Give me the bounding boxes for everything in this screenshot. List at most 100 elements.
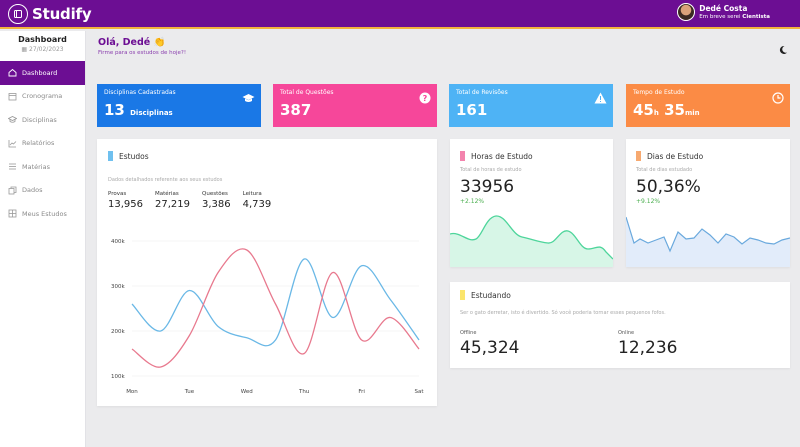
top-bar: Studify Dedé Costa Em breve serei Cienti…: [0, 0, 800, 29]
stat-minutes-unit: min: [684, 109, 700, 117]
sidebar-item-label: Matérias: [22, 162, 50, 171]
stat-number: 13: [104, 101, 125, 119]
horas-title: Horas de Estudo: [460, 151, 533, 161]
sidebar-item-label: Dados: [22, 186, 43, 195]
x-tick-label: Fri: [358, 389, 365, 395]
grid-icon: [8, 209, 17, 218]
metric-leitura: Leitura 4,739: [243, 191, 272, 210]
metric-label: Leitura: [242, 191, 262, 197]
graduation-cap-icon: [242, 89, 255, 108]
stat-card-questoes[interactable]: Total de Questões 387 ?: [273, 84, 437, 127]
list-icon: [8, 162, 17, 171]
estudos-line-chart: 100k 200k 300k 400k Mon Tue Wed Thu Fri Sat: [111, 239, 424, 395]
home-icon: [8, 68, 17, 77]
horas-sparkline: [450, 215, 613, 267]
stat-suffix: Disciplinas: [130, 109, 173, 117]
sidebar-item-cronograma[interactable]: Cronograma: [0, 85, 85, 109]
series-line-2: [131, 248, 420, 368]
online-label: Online: [618, 330, 635, 336]
horas-value: 33956: [460, 177, 515, 197]
greeting-subtitle: Firme para os estudos de hoje?!: [98, 50, 187, 56]
stat-hours: 45: [633, 101, 654, 119]
estudando-title-text: Estudando: [471, 290, 511, 300]
stat-card-tempo[interactable]: Tempo de Estudo 45h 35min: [626, 84, 790, 127]
offline-label: Offline: [460, 330, 477, 336]
series-line-1: [131, 258, 420, 347]
estudando-text: Ser o gato derretar, isto é divertido. S…: [460, 310, 666, 316]
metric-value: 4,739: [242, 199, 272, 210]
greeting: Olá, Dedé 👏 Firme para os estudos de hoj…: [98, 37, 186, 56]
metric-provas: Provas 13,956: [108, 191, 143, 210]
x-tick-label: Mon: [126, 389, 138, 395]
stat-card-revisoes[interactable]: Total de Revisões 161: [449, 84, 613, 127]
dias-color-mark: [636, 151, 641, 161]
estudos-title: Estudos: [108, 151, 149, 161]
sidebar-item-label: Relatórios: [22, 139, 55, 148]
stat-card-disciplinas[interactable]: Disciplinas Cadastradas 13 Disciplinas: [97, 84, 261, 127]
metric-materias: Matérias 27,219: [155, 191, 190, 210]
offline-value: 45,324: [460, 338, 520, 358]
user-subtitle: Em breve serei Cientista: [699, 13, 770, 21]
dias-title-text: Dias de Estudo: [647, 151, 704, 161]
stat-minutes: 35: [664, 101, 685, 119]
estudos-title-text: Estudos: [119, 151, 149, 161]
sidebar-item-dashboard[interactable]: Dashboard: [0, 61, 85, 85]
stat-value: 13 Disciplinas: [104, 103, 254, 121]
calendar-icon: [8, 92, 17, 101]
sidebar-date-value: 27/02/2023: [29, 46, 64, 53]
question-circle-icon: ?: [419, 89, 431, 108]
dias-value: 50,36%: [636, 177, 701, 197]
y-tick-label: 100k: [111, 374, 125, 380]
sidebar-item-relatorios[interactable]: Relatórios: [0, 132, 85, 156]
stat-hours-unit: h: [653, 109, 659, 117]
sidebar-item-materias[interactable]: Matérias: [0, 155, 85, 179]
dias-subtitle: Total de dias estudado: [636, 167, 693, 173]
horas-delta: +2.12%: [460, 198, 485, 205]
sidebar-item-label: Disciplinas: [22, 115, 57, 124]
metric-value: 27,219: [155, 199, 190, 210]
user-profile[interactable]: Dedé Costa Em breve serei Cientista: [677, 3, 770, 21]
metric-value: 3,386: [202, 199, 231, 210]
x-tick-label: Tue: [184, 389, 195, 395]
y-tick-label: 400k: [111, 239, 125, 245]
greeting-title: Olá, Dedé 👏: [98, 37, 166, 48]
metric-label: Matérias: [155, 191, 179, 197]
dias-sparkline: [626, 216, 790, 267]
app-logo[interactable]: Studify: [8, 3, 92, 24]
warning-icon: [594, 89, 607, 108]
sidebar-item-meus-estudos[interactable]: Meus Estudos: [0, 202, 85, 226]
avatar[interactable]: [677, 3, 696, 21]
x-tick-label: Wed: [241, 389, 253, 395]
stat-label: Disciplinas Cadastradas: [104, 89, 176, 96]
metric-label: Provas: [108, 191, 127, 197]
dias-delta: +9.12%: [636, 198, 661, 205]
dark-mode-toggle[interactable]: [778, 40, 788, 59]
online-value: 12,236: [618, 338, 678, 358]
estudando-title: Estudando: [460, 290, 511, 300]
sidebar-item-dados[interactable]: Dados: [0, 179, 85, 203]
graduation-cap-icon: [8, 115, 17, 124]
dias-title: Dias de Estudo: [636, 151, 703, 161]
stat-label: Tempo de Estudo: [633, 89, 685, 96]
estudando-color-mark: [460, 290, 465, 300]
calendar-icon: ▦: [21, 46, 28, 53]
horas-card: Horas de Estudo Total de horas de estudo…: [450, 139, 613, 267]
user-role: Cientista: [742, 13, 770, 20]
x-tick-label: Sat: [414, 389, 424, 395]
sidebar-item-label: Cronograma: [22, 92, 63, 101]
svg-text:?: ?: [423, 94, 428, 103]
estudos-card: Estudos Dados detalhados referente aos s…: [97, 139, 437, 406]
metric-value: 13,956: [108, 199, 143, 210]
stat-label: Total de Questões: [280, 89, 334, 96]
user-subtitle-prefix: Em breve serei: [699, 13, 741, 20]
moon-icon: [779, 45, 787, 54]
x-tick-label: Thu: [298, 389, 309, 395]
sidebar-item-label: Meus Estudos: [22, 209, 67, 218]
sidebar-item-disciplinas[interactable]: Disciplinas: [0, 108, 85, 132]
y-tick-label: 300k: [111, 284, 125, 290]
sidebar: Dashboard ▦ 27/02/2023 Dashboard Cronogr…: [0, 31, 86, 447]
sidebar-item-label: Dashboard: [22, 68, 58, 77]
estudos-color-mark: [108, 151, 113, 161]
copy-icon: [8, 186, 17, 195]
chart-line-icon: [8, 139, 17, 148]
